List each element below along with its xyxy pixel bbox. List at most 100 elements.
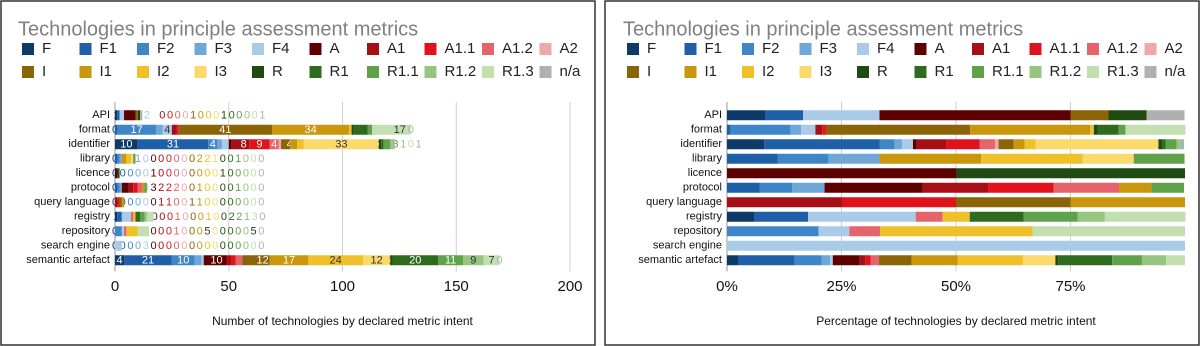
- value-label: 5: [251, 226, 257, 238]
- legend-swatch: [627, 43, 639, 55]
- legend-label: I3: [820, 63, 833, 80]
- legend-label: F4: [272, 40, 290, 57]
- bar-segment: [737, 255, 795, 266]
- legend-swatch: [972, 66, 984, 78]
- bar-segment: [730, 124, 791, 135]
- bar-segment: [201, 255, 204, 266]
- bar-segment: [124, 226, 127, 237]
- bar-segment: [115, 255, 125, 266]
- legend-label: A1: [387, 40, 405, 57]
- value-label: 24: [330, 255, 342, 267]
- value-label: 0: [143, 197, 149, 209]
- bar-segment: [242, 255, 270, 266]
- value-label: 1: [135, 153, 141, 165]
- bar-segment: [994, 139, 999, 150]
- value-label: 0: [220, 197, 226, 209]
- bar-segment: [1035, 139, 1159, 150]
- value-label: 0: [158, 153, 164, 165]
- value-label: 1: [221, 110, 227, 122]
- bar-segment: [281, 139, 291, 150]
- legend-label: I1: [705, 63, 718, 80]
- bar-segment: [1013, 139, 1025, 150]
- legend-label: I: [42, 63, 46, 80]
- bar-segment: [922, 182, 989, 193]
- value-label: 0: [213, 211, 219, 223]
- value-label: 1: [190, 110, 196, 122]
- value-label: 4: [116, 255, 122, 267]
- value-label: 0: [243, 197, 249, 209]
- bar-segment: [137, 139, 209, 150]
- legend-swatch: [194, 66, 207, 78]
- y-tick-label: registry: [686, 211, 723, 223]
- value-label: 0: [135, 240, 141, 252]
- bar-segment: [865, 255, 871, 266]
- value-label: 1: [197, 197, 203, 209]
- bar-segment: [217, 139, 222, 150]
- legend-label: R1.2: [445, 63, 477, 80]
- value-label: 0: [143, 168, 149, 180]
- bar-segment: [367, 124, 373, 135]
- value-label: 0: [127, 168, 133, 180]
- x-axis-label: Number of technologies by declared metri…: [212, 314, 473, 328]
- y-tick-label: search engine: [653, 240, 722, 252]
- bar-segment: [128, 182, 134, 193]
- legend-swatch: [914, 66, 927, 78]
- value-label: 4: [210, 139, 216, 151]
- value-label: 0: [213, 110, 219, 122]
- bar-segment: [115, 211, 118, 222]
- bar-segment: [115, 153, 118, 164]
- value-label: 0: [189, 168, 195, 180]
- bar-segment: [911, 255, 958, 266]
- bar-segment: [383, 139, 391, 150]
- value-label: 12: [371, 255, 383, 267]
- legend-swatch: [482, 43, 494, 55]
- bar-segment: [115, 197, 118, 208]
- bar-segment: [121, 226, 125, 237]
- bar-segment: [208, 139, 218, 150]
- bar-segment: [117, 153, 120, 164]
- value-label: 0: [220, 240, 226, 252]
- bar-segment: [792, 182, 825, 193]
- value-label: 4: [287, 139, 293, 151]
- bar-segment: [438, 255, 464, 266]
- bar-segment: [231, 255, 236, 266]
- bar-segment: [1158, 139, 1163, 150]
- bar-segment: [1077, 211, 1105, 222]
- value-label: 33: [335, 139, 347, 151]
- legend-label: F2: [157, 40, 175, 57]
- y-tick-label: library: [692, 153, 722, 165]
- legend-label: R1: [330, 63, 349, 80]
- bar-segment: [727, 153, 778, 164]
- value-label: 10: [210, 255, 222, 267]
- legend-swatch: [424, 66, 437, 78]
- bar-segment: [155, 124, 163, 135]
- value-label: 0: [150, 226, 156, 238]
- y-tick-label: format: [691, 124, 722, 136]
- value-label: 0: [235, 240, 241, 252]
- value-label: 0: [197, 240, 203, 252]
- bar-segment: [142, 182, 145, 193]
- bar-segment: [1151, 182, 1185, 193]
- value-label: 0: [197, 226, 203, 238]
- bar-segment: [998, 139, 1014, 150]
- bar-segment: [372, 124, 411, 135]
- bar-segment: [119, 182, 122, 193]
- bar-segment: [1118, 124, 1126, 135]
- bar-segment: [815, 124, 823, 135]
- value-label: 0: [166, 153, 172, 165]
- bar-segment: [808, 211, 916, 222]
- bar-segment: [117, 168, 120, 179]
- bar-segment: [115, 226, 122, 237]
- bar-segment: [1024, 139, 1036, 150]
- bar-segment: [956, 197, 1071, 208]
- legend-label: I2: [762, 63, 775, 80]
- bar-segment: [803, 110, 880, 121]
- y-tick-label: identifier: [680, 138, 722, 150]
- value-label: 0: [174, 168, 180, 180]
- bar-segment: [381, 139, 384, 150]
- bar-segment: [117, 124, 156, 135]
- bar-segment: [115, 124, 118, 135]
- value-label: 0: [190, 211, 196, 223]
